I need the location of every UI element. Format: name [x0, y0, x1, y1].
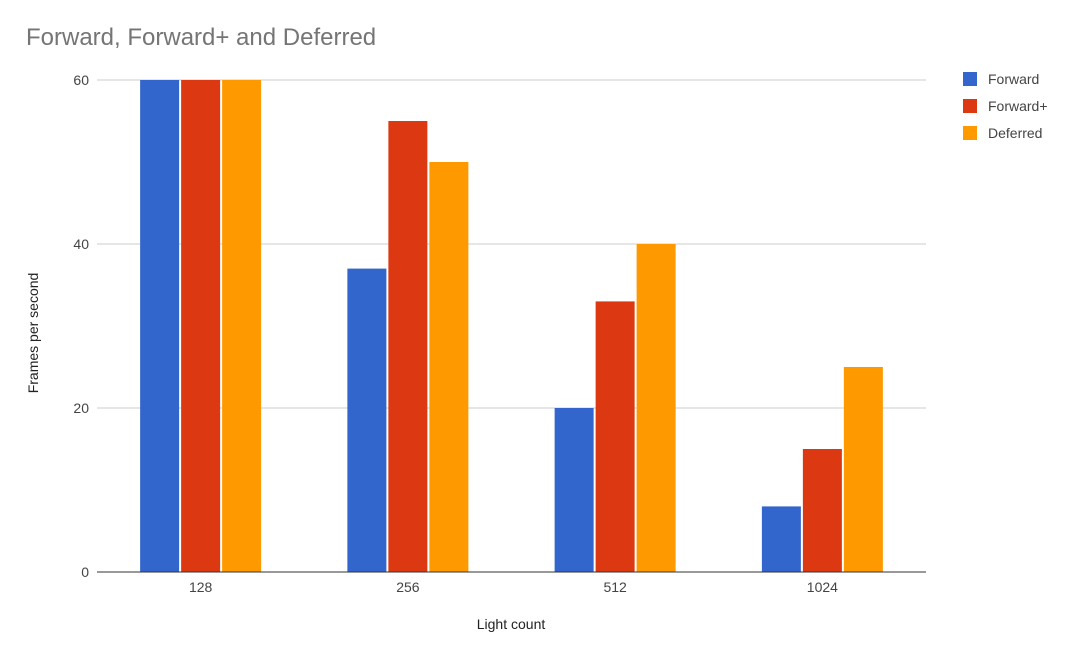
bar-forward-plus-256: [388, 121, 428, 572]
legend: Forward Forward+ Deferred: [963, 71, 1048, 141]
x-tick-label: 512: [603, 579, 627, 595]
legend-swatch: [963, 72, 977, 86]
bar-forward-128: [140, 80, 180, 572]
y-tick-label: 0: [81, 564, 89, 580]
legend-label: Forward+: [988, 98, 1048, 114]
x-axis-ticks: 128 256 512 1024: [189, 579, 838, 595]
y-tick-label: 60: [73, 72, 89, 88]
bars: [140, 80, 883, 572]
legend-label: Forward: [988, 71, 1039, 87]
y-axis-ticks: 0 20 40 60: [73, 72, 89, 580]
bar-forward-256: [347, 268, 387, 572]
y-axis-label: Frames per second: [25, 273, 41, 394]
bar-deferred-128: [222, 80, 262, 572]
legend-label: Deferred: [988, 125, 1042, 141]
legend-swatch: [963, 99, 977, 113]
x-tick-label: 128: [189, 579, 213, 595]
bar-deferred-256: [429, 162, 469, 572]
bar-deferred-1024: [843, 367, 883, 572]
bar-forward-plus-512: [595, 301, 635, 572]
bar-forward-plus-1024: [802, 449, 842, 572]
y-tick-label: 40: [73, 236, 89, 252]
legend-swatch: [963, 126, 977, 140]
chart-title: Forward, Forward+ and Deferred: [26, 24, 376, 51]
y-tick-label: 20: [73, 400, 89, 416]
x-tick-label: 256: [396, 579, 420, 595]
bar-forward-512: [554, 408, 594, 572]
gridlines: [97, 79, 926, 409]
x-axis-label: Light count: [477, 616, 546, 632]
x-tick-label: 1024: [807, 579, 838, 595]
bar-forward-plus-128: [181, 80, 221, 572]
bar-deferred-512: [636, 244, 676, 572]
bar-forward-1024: [761, 506, 801, 572]
